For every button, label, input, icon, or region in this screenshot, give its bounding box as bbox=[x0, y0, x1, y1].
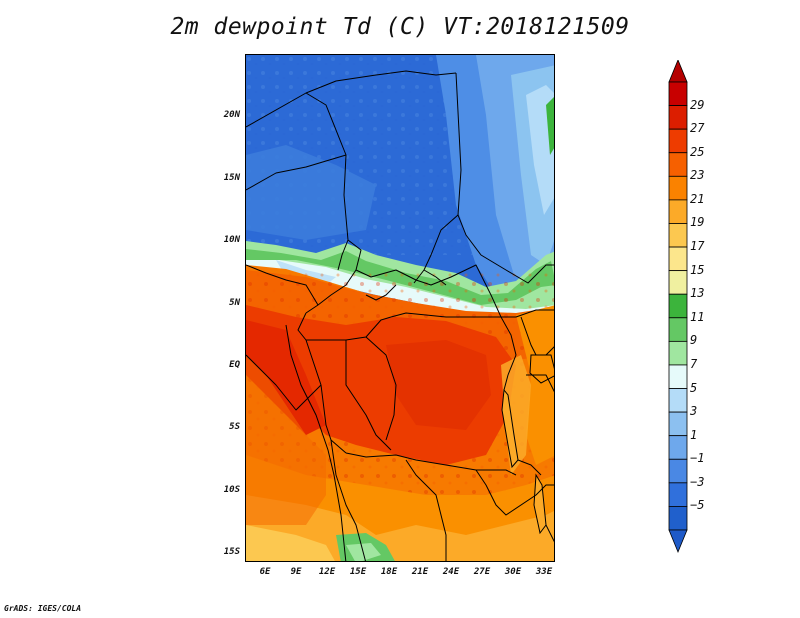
colorbar-bin bbox=[668, 105, 688, 130]
dewpoint-map bbox=[245, 54, 555, 562]
lon-label-24e: 24E bbox=[442, 567, 460, 577]
colorbar-bin bbox=[668, 152, 688, 177]
political-borders bbox=[246, 70, 554, 561]
colorbar-top-arrow bbox=[668, 60, 688, 83]
colorbar-label: 21 bbox=[690, 191, 705, 206]
lon-label-9e: 9E bbox=[290, 567, 302, 577]
colorbar-label: 27 bbox=[690, 121, 705, 136]
colorbar-bin bbox=[668, 317, 688, 342]
colorbar-bin bbox=[668, 175, 688, 201]
credit-text: GrADS: IGES/COLA bbox=[4, 604, 82, 613]
colorbar-bin bbox=[668, 81, 688, 106]
colorbar-label: 5 bbox=[690, 380, 698, 395]
colorbar-label: 17 bbox=[690, 239, 705, 254]
coastline bbox=[285, 324, 347, 561]
colorbar-bin bbox=[668, 199, 688, 224]
lake-tanganyika bbox=[501, 388, 519, 469]
map-svg bbox=[246, 55, 554, 561]
lake-malawi bbox=[533, 473, 547, 535]
colorbar bbox=[668, 60, 688, 554]
colorbar-label: 25 bbox=[690, 144, 705, 159]
colorbar-label: 3 bbox=[690, 404, 698, 419]
colorbar-label: 1 bbox=[690, 427, 698, 442]
lat-label-20n: 20N bbox=[223, 110, 240, 120]
colorbar-bin bbox=[668, 128, 688, 154]
lon-label-12e: 12E bbox=[318, 567, 336, 577]
colorbar-label: 23 bbox=[690, 168, 705, 183]
colorbar-label: 29 bbox=[690, 97, 705, 112]
colorbar-bin bbox=[668, 482, 688, 507]
colorbar-bin bbox=[668, 506, 688, 531]
region-atlantic bbox=[246, 355, 326, 525]
colorbar-bin bbox=[668, 340, 688, 366]
colorbar-bin bbox=[668, 270, 688, 295]
colorbar-label: 9 bbox=[690, 333, 698, 348]
colorbar-label: 13 bbox=[690, 286, 705, 301]
lat-label-10n: 10N bbox=[223, 235, 240, 245]
colorbar-bottom-arrow bbox=[668, 529, 688, 554]
colorbar-bin bbox=[668, 458, 688, 484]
lon-label-18e: 18E bbox=[380, 567, 398, 577]
colorbar-label: 15 bbox=[690, 262, 705, 277]
colorbar-bin bbox=[668, 364, 688, 389]
lat-label-eq: EQ bbox=[229, 360, 240, 370]
lon-label-21e: 21E bbox=[411, 567, 429, 577]
colorbar-label: 19 bbox=[690, 215, 705, 230]
colorbar-bin bbox=[668, 388, 688, 413]
colorbar-bin bbox=[668, 411, 688, 437]
lon-label-33e: 33E bbox=[535, 567, 553, 577]
colorbar-label: 11 bbox=[690, 309, 705, 324]
colorbar-label: −3 bbox=[690, 474, 705, 489]
colorbar-label: 7 bbox=[690, 356, 698, 371]
colorbar-bin bbox=[668, 435, 688, 460]
lon-label-15e: 15E bbox=[349, 567, 367, 577]
colorbar-bin bbox=[668, 246, 688, 272]
colorbar-label: −5 bbox=[690, 498, 705, 513]
lat-label-15n: 15N bbox=[223, 173, 240, 183]
colorbar-bin bbox=[668, 223, 688, 248]
colorbar-bin bbox=[668, 293, 688, 319]
colorbar-label: −1 bbox=[690, 451, 705, 466]
lon-label-30e: 30E bbox=[504, 567, 522, 577]
lat-label-5s: 5S bbox=[229, 422, 240, 432]
chart-title: 2m dewpoint Td (C) VT:2018121509 bbox=[170, 14, 630, 40]
lon-label-27e: 27E bbox=[473, 567, 491, 577]
lon-label-6e: 6E bbox=[259, 567, 271, 577]
lat-label-15s: 15S bbox=[223, 547, 240, 557]
lat-label-5n: 5N bbox=[229, 298, 240, 308]
lat-label-10s: 10S bbox=[223, 485, 240, 495]
